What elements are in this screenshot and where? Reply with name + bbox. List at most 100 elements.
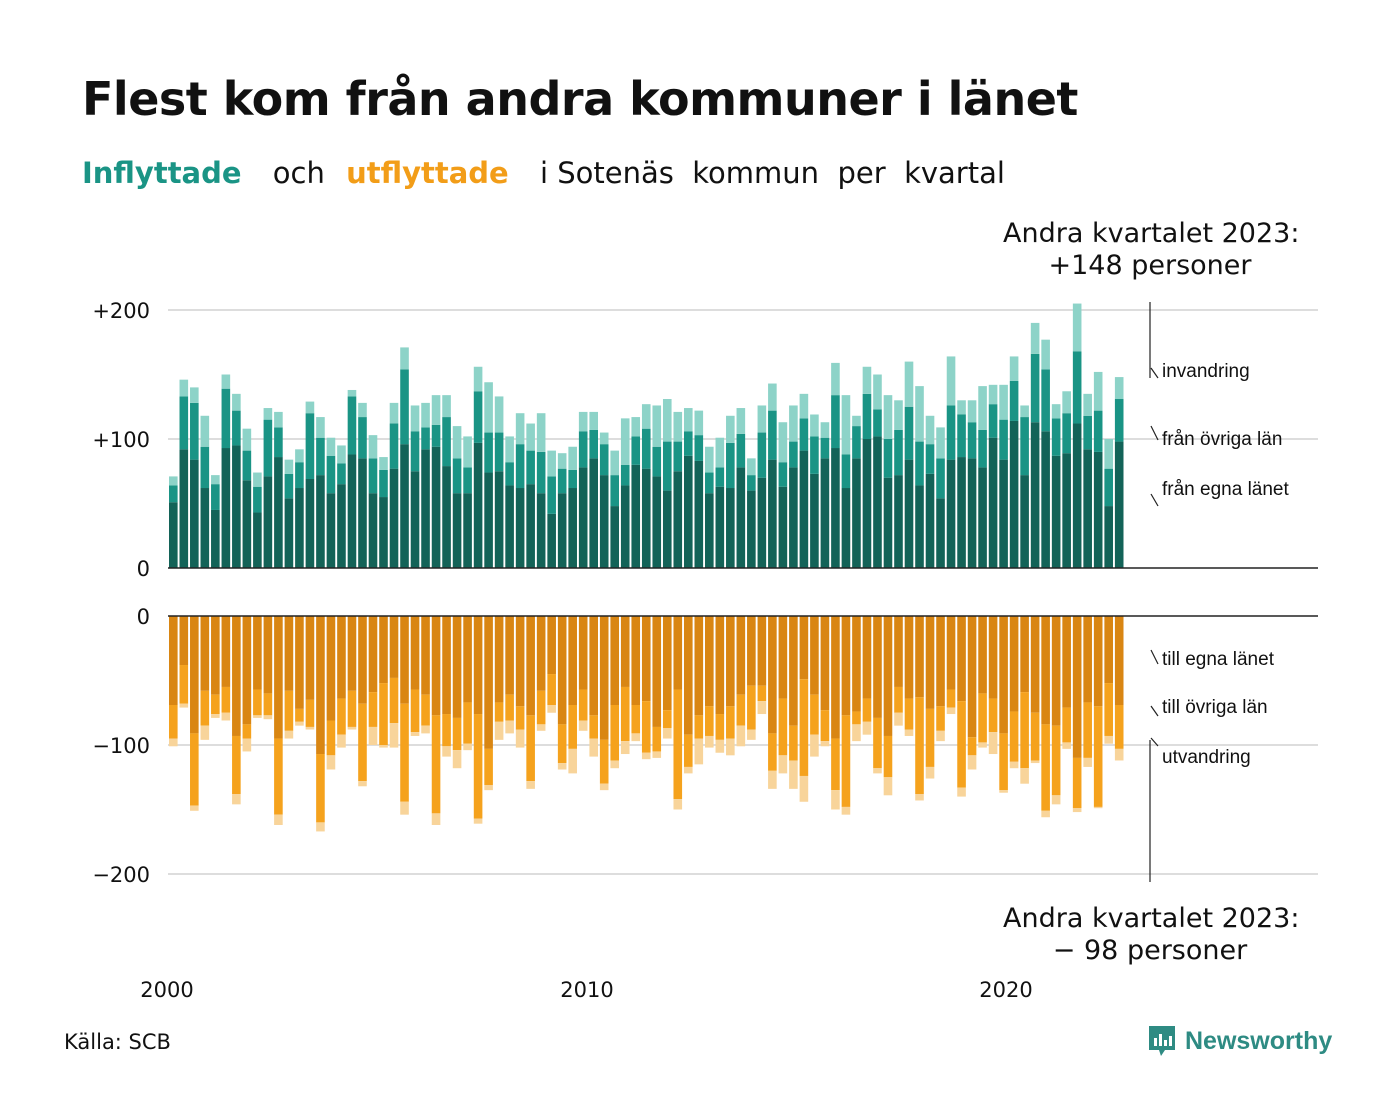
bar-in-invandring (946, 356, 956, 406)
bar-out-egna-lanet (799, 616, 809, 680)
bar-out-utvandring (610, 760, 620, 769)
bar-in-invandring (452, 426, 462, 459)
bar-out-egna-lanet (557, 616, 567, 725)
top-series-label: från egna länet (1162, 479, 1289, 500)
bar-in-invandring (1030, 322, 1040, 354)
callout-top-line1: Andra kvartalet 2023: (1003, 218, 1300, 249)
bar-in-invandring (726, 415, 735, 443)
bar-in-invandring (232, 393, 241, 411)
bar-out-utvandring (946, 707, 956, 715)
top-y-tick-label: +200 (92, 299, 150, 323)
bar-in-ovriga-lan (536, 451, 546, 494)
bar-in-invandring (536, 413, 546, 452)
bar-in-ovriga-lan (662, 441, 672, 491)
bar-out-utvandring (505, 720, 514, 734)
bar-out-utvandring (967, 755, 977, 770)
bottom-series-label: till övriga län (1162, 697, 1268, 718)
bar-in-ovriga-lan (211, 484, 220, 510)
bar-in-egna-lanet (599, 475, 609, 568)
bar-in-ovriga-lan (326, 455, 336, 494)
bar-out-egna-lanet (568, 616, 577, 706)
bar-in-ovriga-lan (673, 441, 683, 472)
bar-in-egna-lanet (1104, 506, 1113, 568)
bar-in-invandring (799, 393, 809, 419)
bar-in-invandring (662, 399, 672, 442)
bar-out-ovriga-lan (610, 705, 620, 761)
bar-in-ovriga-lan (894, 429, 903, 476)
bar-out-ovriga-lan (978, 693, 987, 743)
bar-in-invandring (578, 411, 588, 432)
bar-in-invandring (400, 347, 409, 370)
brand-logo: Newsworthy (1147, 1024, 1332, 1058)
bar-in-egna-lanet (747, 490, 756, 568)
bar-in-invandring (673, 411, 683, 442)
bar-in-ovriga-lan (305, 413, 315, 479)
top-y-tick-label: 0 (137, 557, 150, 581)
bar-out-egna-lanet (400, 616, 409, 704)
bar-out-ovriga-lan (810, 694, 819, 735)
bar-out-ovriga-lan (873, 717, 882, 769)
bar-out-egna-lanet (904, 616, 914, 699)
bar-in-invandring (253, 472, 262, 487)
bar-out-ovriga-lan (232, 735, 241, 795)
bar-out-ovriga-lan (715, 714, 725, 740)
bar-out-ovriga-lan (400, 703, 409, 802)
bar-in-invandring (683, 408, 693, 432)
bar-in-egna-lanet (358, 458, 367, 568)
bar-out-egna-lanet (662, 616, 672, 711)
chart-subtitle: Inflyttade och utflyttade i Sotenäs komm… (82, 156, 1005, 190)
bar-out-utvandring (599, 783, 609, 791)
bar-out-utvandring (568, 748, 577, 774)
bar-in-ovriga-lan (515, 444, 525, 489)
bar-out-utvandring (326, 755, 336, 770)
bar-out-utvandring (421, 725, 430, 734)
bar-out-egna-lanet (358, 616, 367, 704)
bar-in-ovriga-lan (589, 429, 598, 459)
bar-out-utvandring (1020, 768, 1029, 784)
bar-out-ovriga-lan (1062, 707, 1071, 743)
bar-out-utvandring (683, 766, 693, 774)
bar-out-utvandring (211, 714, 220, 718)
bar-out-ovriga-lan (841, 715, 851, 807)
bar-out-egna-lanet (999, 616, 1008, 734)
bar-in-ovriga-lan (641, 428, 651, 469)
bar-out-egna-lanet (946, 616, 956, 690)
bar-in-egna-lanet (211, 509, 220, 568)
bar-in-egna-lanet (1051, 455, 1061, 568)
bar-in-invandring (1093, 371, 1103, 411)
bar-in-ovriga-lan (379, 469, 388, 498)
bar-out-egna-lanet (410, 616, 420, 690)
bar-in-egna-lanet (873, 436, 882, 568)
bar-out-utvandring (883, 777, 893, 796)
bar-out-ovriga-lan (557, 724, 567, 764)
bar-in-egna-lanet (494, 471, 504, 568)
bar-in-invandring (1083, 393, 1092, 416)
bar-in-ovriga-lan (263, 419, 273, 477)
bar-out-egna-lanet (389, 616, 399, 678)
bottom-series-label: till egna länet (1162, 649, 1275, 670)
bar-in-egna-lanet (841, 488, 851, 568)
bar-out-ovriga-lan (694, 715, 704, 739)
bar-in-invandring (274, 411, 283, 428)
bar-in-invandring (736, 408, 746, 434)
bar-in-ovriga-lan (1030, 353, 1040, 423)
bar-in-ovriga-lan (200, 446, 210, 489)
bar-in-egna-lanet (736, 467, 746, 568)
bar-in-ovriga-lan (578, 431, 588, 468)
bar-out-egna-lanet (715, 616, 725, 715)
bar-in-invandring (789, 405, 798, 442)
bar-out-utvandring (841, 806, 851, 815)
bar-out-ovriga-lan (957, 701, 966, 788)
bar-out-utvandring (820, 741, 830, 747)
bar-in-egna-lanet (852, 458, 861, 568)
bar-out-ovriga-lan (431, 715, 441, 814)
bar-in-invandring (936, 427, 945, 459)
bar-in-egna-lanet (431, 446, 441, 568)
bar-out-ovriga-lan (242, 724, 252, 739)
bar-out-utvandring (652, 751, 662, 758)
subtitle-och: och (272, 156, 325, 190)
bar-in-egna-lanet (789, 467, 798, 568)
bar-out-egna-lanet (652, 616, 662, 727)
bar-out-ovriga-lan (768, 733, 777, 771)
bar-in-ovriga-lan (1062, 413, 1071, 454)
